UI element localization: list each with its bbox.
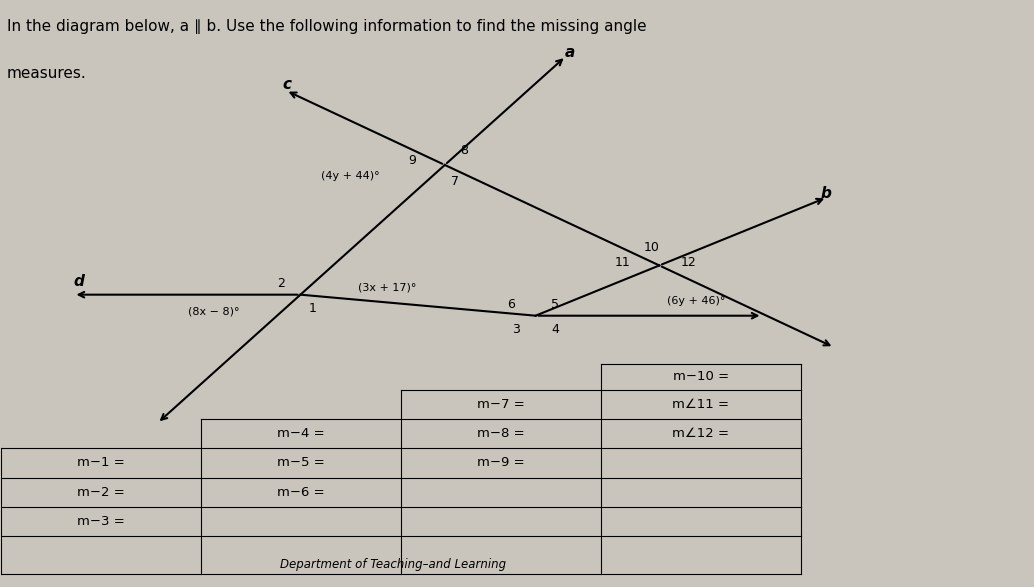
Text: 11: 11 [614, 256, 630, 269]
Text: 10: 10 [644, 241, 660, 254]
Text: m−8 =: m−8 = [477, 427, 524, 440]
Text: 6: 6 [507, 298, 515, 311]
Text: 9: 9 [408, 154, 417, 167]
Text: 12: 12 [681, 256, 697, 269]
Text: 3: 3 [512, 323, 520, 336]
Text: m−3 =: m−3 = [78, 515, 125, 528]
Text: measures.: measures. [6, 66, 86, 80]
Text: m−9 =: m−9 = [477, 457, 524, 470]
Text: m∠12 =: m∠12 = [672, 427, 729, 440]
Text: d: d [73, 274, 84, 289]
Text: Department of Teaching–and Learning: Department of Teaching–and Learning [280, 558, 507, 571]
Text: 5: 5 [551, 298, 559, 311]
Text: 2: 2 [277, 277, 284, 290]
Text: m−4 =: m−4 = [277, 427, 325, 440]
Text: (4y + 44)°: (4y + 44)° [322, 171, 381, 181]
Text: c: c [282, 77, 292, 92]
Text: m−7 =: m−7 = [477, 398, 525, 411]
Text: 8: 8 [460, 144, 468, 157]
Text: (3x + 17)°: (3x + 17)° [358, 283, 417, 293]
Text: (8x − 8)°: (8x − 8)° [188, 306, 240, 316]
Text: 1: 1 [309, 302, 316, 315]
Text: a: a [566, 45, 575, 60]
Text: m∠11 =: m∠11 = [672, 398, 729, 411]
Text: In the diagram below, a ∥ b. Use the following information to find the missing a: In the diagram below, a ∥ b. Use the fol… [6, 19, 646, 34]
Text: b: b [821, 186, 831, 201]
Text: 4: 4 [551, 323, 559, 336]
Text: m−10 =: m−10 = [673, 370, 729, 383]
Text: m−6 =: m−6 = [277, 485, 325, 498]
Text: m−5 =: m−5 = [277, 457, 325, 470]
Text: 7: 7 [451, 176, 459, 188]
Text: m−2 =: m−2 = [78, 485, 125, 498]
Text: m−1 =: m−1 = [78, 457, 125, 470]
Text: (6y + 46)°: (6y + 46)° [667, 295, 726, 305]
